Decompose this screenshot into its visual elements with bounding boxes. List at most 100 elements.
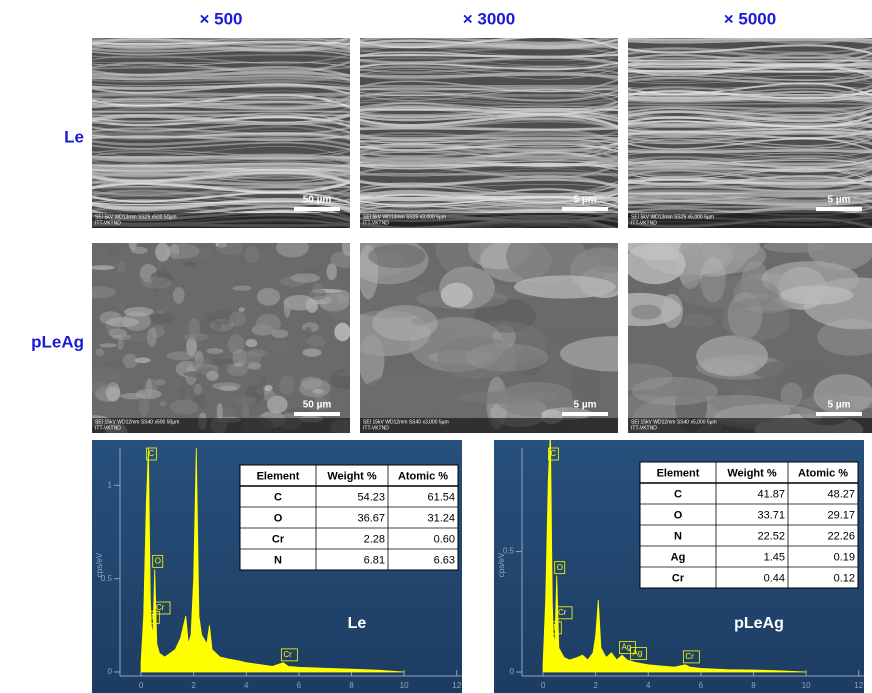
x-tick-label: 8 — [751, 681, 756, 690]
micrograph-info: ITT-VKTND — [95, 425, 121, 431]
surface-texture — [146, 378, 152, 398]
surface-texture — [764, 240, 825, 252]
surface-texture — [99, 343, 117, 347]
surface-texture — [206, 371, 218, 381]
y-tick-label: 1 — [108, 480, 113, 489]
table-cell: N — [674, 530, 682, 542]
surface-texture — [170, 399, 199, 414]
surface-texture — [441, 283, 473, 308]
peak-label: C — [148, 449, 154, 458]
table-cell: 22.26 — [827, 530, 855, 542]
y-tick-label: 0 — [108, 667, 113, 676]
surface-texture — [631, 305, 662, 320]
y-tick-label: 0 — [510, 667, 515, 676]
micrograph: SEI 5kV WD13mm SS25 x500 50µmITT-VKTND50… — [82, 24, 360, 232]
surface-texture — [91, 265, 115, 270]
surface-texture — [307, 335, 326, 347]
table-cell: 0.19 — [834, 551, 855, 563]
figure: × 500× 3000× 5000LeSEI 5kV WD13mm SS25 x… — [0, 0, 872, 693]
surface-texture — [258, 377, 266, 391]
table-header: Weight % — [727, 467, 777, 479]
surface-texture — [112, 334, 132, 340]
table-cell: 22.52 — [757, 530, 785, 542]
x-tick-label: 4 — [244, 681, 249, 690]
surface-texture — [183, 293, 207, 300]
table-cell: C — [674, 488, 682, 500]
x-tick-label: 2 — [191, 681, 196, 690]
surface-texture — [259, 259, 283, 266]
surface-texture — [239, 307, 245, 312]
peak-label: O — [557, 563, 563, 572]
surface-texture — [257, 288, 280, 306]
surface-texture — [246, 349, 268, 357]
table-cell: O — [674, 509, 683, 521]
surface-texture — [188, 318, 200, 337]
scale-bar-label: 5 µm — [574, 400, 597, 411]
surface-texture — [124, 307, 154, 316]
surface-texture — [330, 370, 360, 389]
surface-texture — [696, 336, 768, 377]
peak-label: Ag — [621, 643, 631, 652]
surface-texture — [305, 327, 312, 337]
row-label: pLeAg — [31, 332, 84, 351]
micrograph-info: ITT-VKTND — [95, 220, 121, 226]
table-header: Atomic % — [798, 467, 848, 479]
surface-texture — [661, 294, 683, 328]
table-cell: 54.23 — [357, 491, 385, 503]
surface-texture — [155, 243, 170, 262]
x-tick-label: 12 — [854, 681, 863, 690]
surface-texture — [334, 323, 350, 342]
surface-texture — [232, 349, 247, 366]
table-cell: O — [274, 512, 283, 524]
x-tick-label: 8 — [349, 681, 354, 690]
table-header: Element — [657, 467, 700, 479]
surface-texture — [108, 246, 120, 257]
surface-texture — [135, 357, 151, 363]
surface-texture — [245, 339, 257, 347]
scale-bar-label: 50 µm — [303, 195, 332, 206]
table-cell: 2.28 — [364, 533, 385, 545]
surface-texture — [465, 343, 549, 371]
micrograph: SEI 5kV WD13mm SS25 x3,000 5µmITT-VKTND5… — [350, 31, 628, 243]
surface-texture — [291, 273, 320, 282]
x-tick-label: 0 — [139, 681, 144, 690]
micrograph: SEI 15kV WD12mm SS40 x5,000 5µmITT-VKTND… — [595, 224, 872, 449]
scale-bar — [816, 207, 862, 211]
surface-texture — [244, 246, 259, 263]
table-cell: 1.45 — [764, 551, 785, 563]
surface-texture — [514, 275, 616, 298]
surface-texture — [436, 221, 481, 273]
row-label: Le — [64, 127, 84, 146]
surface-texture — [95, 348, 104, 356]
surface-texture — [83, 383, 109, 393]
surface-texture — [327, 263, 337, 280]
surface-texture — [284, 300, 291, 318]
table-header: Atomic % — [398, 470, 448, 482]
micrograph-info: ITT-VKTND — [363, 425, 389, 431]
column-header: × 500 — [199, 9, 242, 28]
surface-texture — [372, 305, 438, 341]
x-tick-label: 0 — [541, 681, 546, 690]
surface-texture — [182, 262, 196, 267]
micrograph-info: ITT-VKTND — [631, 220, 657, 226]
surface-texture — [624, 243, 685, 284]
table-cell: 29.17 — [827, 509, 855, 521]
surface-texture — [194, 383, 202, 395]
surface-texture — [232, 285, 251, 290]
surface-texture — [248, 363, 262, 370]
surface-texture — [313, 283, 324, 295]
scale-bar-label: 50 µm — [303, 400, 332, 411]
table-cell: C — [274, 491, 282, 503]
column-header: × 5000 — [724, 9, 776, 28]
x-tick-label: 10 — [802, 681, 811, 690]
table-cell: 33.71 — [757, 509, 785, 521]
x-tick-label: 10 — [400, 681, 409, 690]
surface-texture — [368, 244, 426, 268]
table-cell: N — [274, 554, 282, 566]
peak-label: Cr — [558, 608, 567, 617]
micrograph: SEI 15kV WD12mm SS40 x500 50µmITT-VKTND5… — [77, 237, 361, 440]
surface-texture — [279, 375, 295, 395]
surface-texture — [147, 328, 157, 348]
surface-texture — [99, 311, 121, 324]
surface-texture — [167, 351, 196, 360]
